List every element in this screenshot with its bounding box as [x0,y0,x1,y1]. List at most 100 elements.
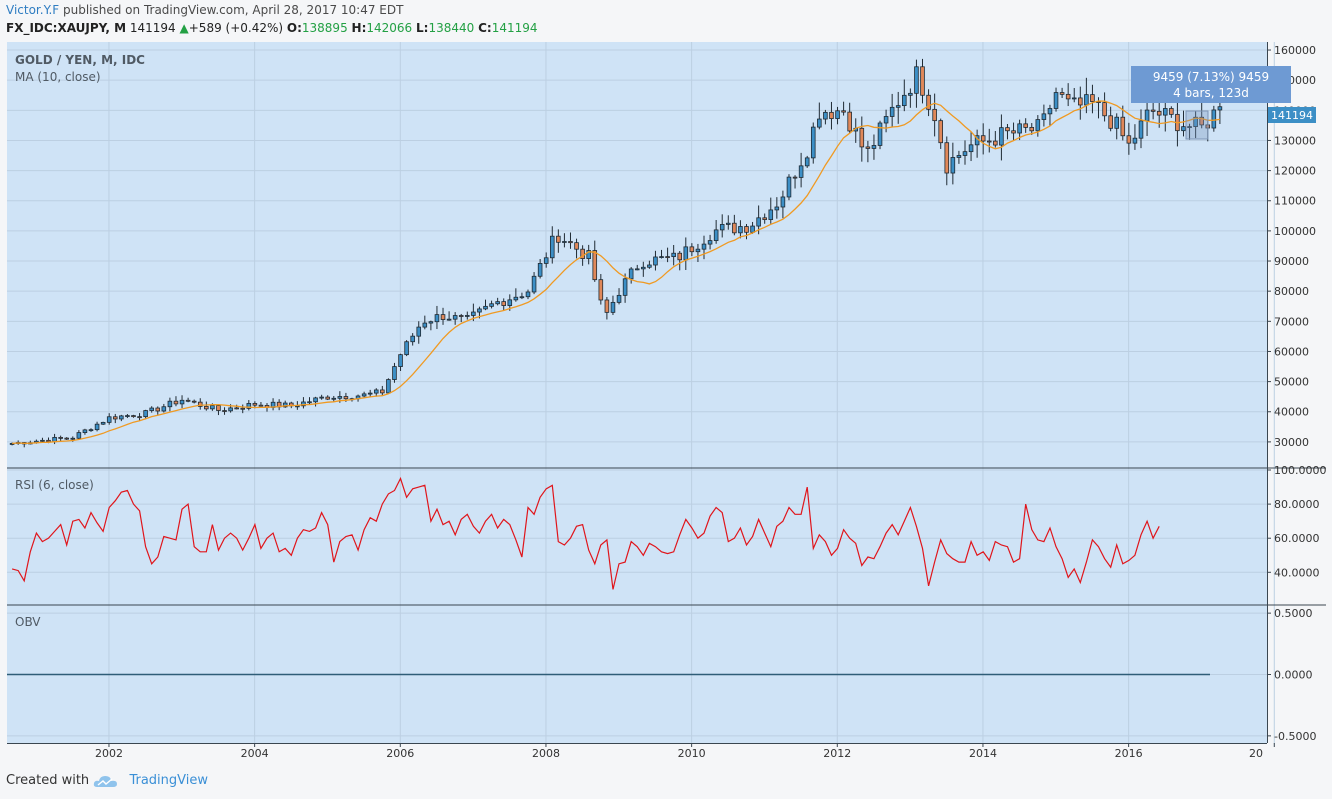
candle-body [902,94,907,107]
candle-body [1199,116,1204,126]
candle-body [1071,97,1077,100]
candle-body [616,294,622,303]
candle-body [604,299,610,313]
rsi-legend[interactable]: RSI (6, close) [15,478,94,492]
candle-body [549,235,555,259]
candle-body [458,315,464,317]
candle-body [9,443,15,445]
candle-body [197,401,203,407]
candle-body [325,396,330,400]
candle-body [1005,127,1010,132]
obv-tick-label: -0.5000 [1274,730,1316,743]
candle-body [883,116,889,124]
candle-body [1078,97,1083,106]
price-tick-label: 60000 [1274,345,1309,358]
candle-body [167,400,173,408]
candle-body [932,108,937,122]
candle-body [804,157,810,167]
candle-body [1017,123,1022,134]
candle-body [531,275,537,293]
candle-body [1011,130,1016,134]
candle-body [665,256,670,259]
last-price-tag-text: 141194 [1271,109,1313,122]
candle-body [1181,126,1186,132]
candle-body [1084,94,1089,106]
candle-body [131,415,136,418]
x-tick-label: 2008 [532,747,560,760]
candle-body [1059,92,1065,95]
close-label: C: [478,21,492,35]
candle-body [307,401,312,404]
candle-body [404,341,409,356]
candle-body [319,396,324,399]
candlestick-series [9,58,1223,448]
candle-body [938,120,943,144]
last-price-tag [1268,107,1316,123]
price-tick-label: 130000 [1274,134,1316,147]
candle-body [440,314,446,320]
candle-body [119,415,124,420]
candle-body [1156,110,1162,116]
candle-body [495,301,500,305]
candle-body [841,110,846,113]
candle-body [173,400,179,405]
candle-body [1162,108,1168,116]
low-value: 138440 [428,21,475,35]
candle-body [628,268,634,280]
pane-background [7,42,1267,743]
x-tick-label: 2014 [969,747,997,760]
obv-tick-label: 0.0000 [1274,669,1313,682]
candle-body [210,405,215,410]
candle-body [750,225,755,233]
candle-body [568,241,573,244]
candle-body [556,235,561,243]
measure-tooltip-line1: 9459 (7.13%) 9459 [1152,70,1270,84]
candle-body [944,142,950,174]
symbol-label: FX_IDC:XAUJPY, M [6,21,127,35]
candle-body [94,423,100,431]
candle-body [792,176,798,179]
candle-body [926,94,931,110]
candle-body [501,301,506,306]
candle-body [1114,116,1120,129]
candle-body [653,256,658,266]
measure-box[interactable] [1185,110,1209,140]
candle-body [780,196,786,208]
tradingview-link[interactable]: TradingView [129,773,208,788]
candle-body [1187,126,1192,129]
candle-body [88,429,94,432]
candle-body [695,248,701,253]
quote-line: FX_IDC:XAUJPY, M 141194 ▲+589 (+0.42%) O… [6,21,538,35]
x-tick-label: 2006 [386,747,414,760]
candle-body [908,92,913,96]
x-tick-label: 2004 [241,747,269,760]
candle-body [1169,108,1174,115]
candle-body [513,296,519,301]
candle-body [416,326,422,337]
candle-body [1193,116,1198,128]
ma-legend[interactable]: MA (10, close) [15,70,101,84]
candle-body [689,246,695,253]
candle-body [835,110,840,119]
candle-body [155,407,161,412]
candle-body [610,301,616,313]
candle-body [707,240,713,245]
candle-body [489,303,494,307]
candle-body [1120,116,1126,137]
price-tick-label: 40000 [1274,406,1309,419]
candle-body [768,209,774,220]
candle-body [786,176,792,198]
candle-body [1035,119,1041,132]
candle-body [507,299,513,306]
publish-line: Victor.Y.F published on TradingView.com,… [6,3,403,17]
candle-body [847,111,852,132]
candle-body [719,224,725,231]
candle-body [986,140,992,143]
candle-body [701,243,707,250]
price-tick-label: 90000 [1274,255,1309,268]
obv-legend[interactable]: OBV [15,615,41,629]
candle-body [301,401,306,407]
author-link[interactable]: Victor.Y.F [6,3,60,17]
candle-body [1150,109,1156,112]
